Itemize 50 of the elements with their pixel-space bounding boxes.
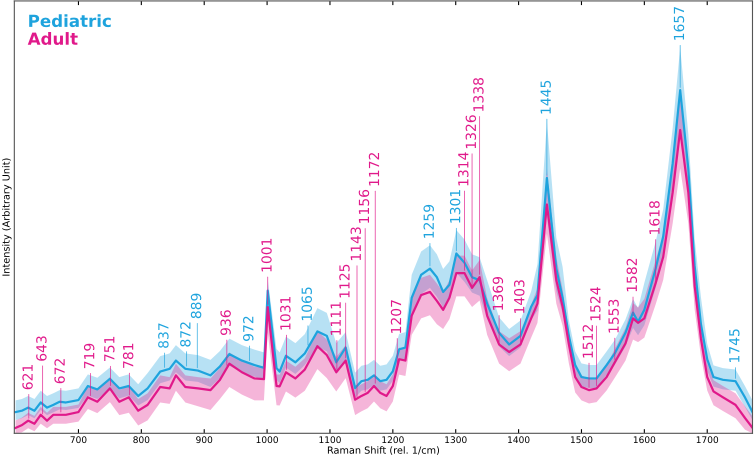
annotation: 889: [190, 294, 202, 318]
annotation: 1143: [350, 227, 362, 260]
x-tick-label: 1500: [570, 436, 592, 444]
annotation: 1031: [280, 296, 291, 330]
annotation: 643: [36, 336, 47, 361]
text: Pediatric: [29, 14, 111, 28]
x-tick-label: 1100: [319, 436, 341, 444]
annotation: 972: [243, 316, 254, 341]
annotation: 1001: [261, 238, 272, 272]
annotation: 1156: [358, 190, 370, 223]
x-tick-label: 1400: [508, 436, 530, 444]
annotation: 1172: [368, 153, 380, 186]
annotation: 936: [220, 310, 231, 336]
annotation: 621: [22, 365, 33, 390]
annotation: 672: [54, 359, 65, 384]
x-tick-label: 1200: [382, 436, 404, 444]
x-tick-label: 1600: [634, 436, 656, 444]
annotation: 837: [158, 324, 169, 348]
annotation: 1338: [473, 78, 484, 111]
annotation: 1618: [649, 201, 660, 234]
annotation: 1657: [674, 7, 684, 40]
annotation: 1553: [608, 300, 619, 332]
x-tick-label: 1300: [445, 436, 467, 444]
x-tick-label: 800: [133, 436, 150, 444]
annotation: 872: [180, 322, 191, 347]
x-tick-label: 900: [196, 436, 212, 444]
text: Adult: [28, 32, 78, 45]
annotation: 751: [104, 336, 115, 361]
annotation: 1314: [458, 152, 469, 186]
x-axis-title: Raman Shift (rel. 1/cm): [328, 446, 440, 455]
annotation: 1207: [390, 300, 402, 333]
y-axis-title: Intensity (Arbitrary Unit): [2, 158, 12, 276]
annotation: 1111: [330, 302, 341, 335]
annotation: 1259: [423, 204, 434, 238]
annotation: 1445: [540, 80, 551, 114]
annotation: 1326: [466, 115, 476, 148]
annotation: 1745: [729, 329, 740, 362]
x-tick-label: 1000: [256, 436, 278, 444]
annotation: 1403: [514, 280, 525, 313]
annotation: 1125: [339, 264, 350, 298]
annotation: 719: [84, 344, 94, 368]
annotation: 1369: [492, 276, 504, 310]
annotation: 1582: [626, 258, 638, 292]
annotation: 1524: [590, 287, 601, 320]
annotation: 1065: [301, 288, 312, 320]
annotation: 781: [122, 344, 134, 368]
x-tick-label: 1700: [696, 436, 718, 444]
annotation: 1301: [450, 190, 460, 223]
annotation: 1512: [582, 325, 594, 358]
x-tick-label: 700: [70, 436, 86, 444]
